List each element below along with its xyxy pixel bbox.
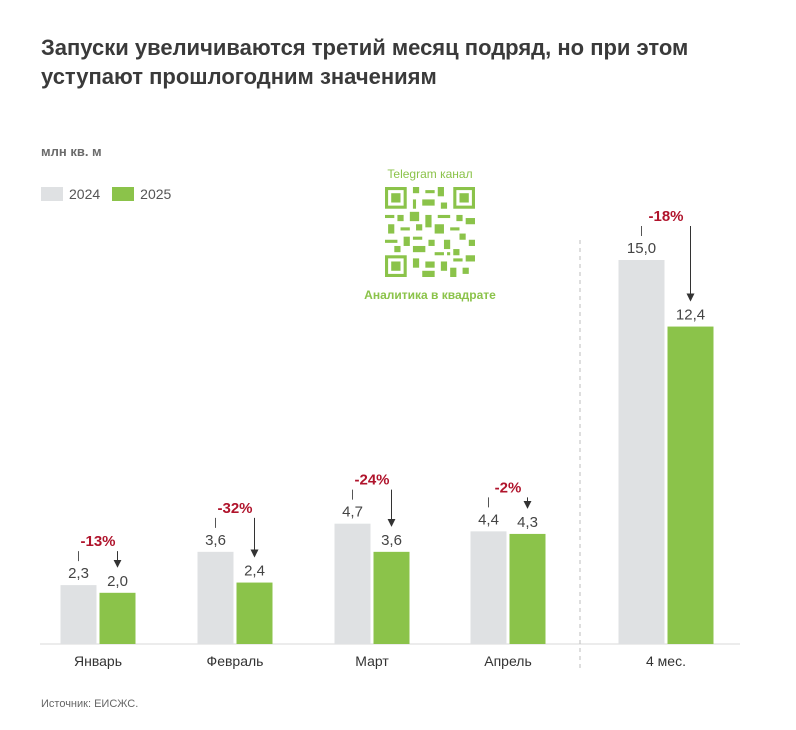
bar-2025-4 (667, 326, 714, 644)
value-label-2024-0: 2,3 (68, 565, 89, 582)
legend-label-2024: 2024 (69, 186, 101, 202)
change-label-1: -32% (217, 500, 252, 517)
watermark-footer: Аналитика в квадрате (364, 288, 496, 302)
legend-swatch-2024 (41, 187, 63, 201)
legend-item-2025: 2025 (112, 186, 171, 202)
source-note: Источник: ЕИСЖС. (41, 698, 139, 710)
change-label-2: -24% (354, 472, 389, 489)
bar-2024-3 (470, 531, 507, 644)
category-label-1: Февраль (207, 653, 264, 669)
chart-title: Запуски увеличиваются третий месяц подря… (41, 35, 689, 89)
category-label-4: 4 мес. (646, 653, 686, 669)
category-label-3: Апрель (484, 653, 532, 669)
bar-2024-1 (197, 551, 234, 644)
telegram-watermark: Telegram канал Аналитика в квадрате (350, 167, 510, 302)
bar-2025-3 (509, 533, 546, 644)
change-label-4: -18% (648, 208, 683, 225)
legend-item-2024: 2024 (41, 186, 100, 202)
value-label-2024-1: 3,6 (205, 532, 226, 549)
legend-label-2025: 2025 (140, 186, 172, 202)
bar-2025-0 (99, 592, 136, 644)
legend: 2024 2025 (41, 186, 183, 202)
value-label-2024-2: 4,7 (342, 504, 363, 521)
bar-2024-2 (334, 523, 371, 644)
value-label-2025-1: 2,4 (244, 563, 265, 580)
value-label-2025-3: 4,3 (517, 514, 538, 531)
category-label-2: Март (355, 653, 389, 669)
legend-swatch-2025 (112, 187, 135, 201)
value-label-2025-0: 2,0 (107, 573, 128, 590)
value-label-2025-2: 3,6 (381, 532, 402, 549)
bar-2025-1 (236, 582, 273, 644)
bar-2025-2 (373, 551, 410, 644)
unit-label: млн кв. м (41, 144, 102, 159)
qr-code-icon[interactable] (385, 187, 475, 277)
category-label-0: Январь (74, 653, 122, 669)
value-label-2024-4: 15,0 (627, 240, 656, 257)
bar-2024-0 (60, 585, 97, 644)
bar-2024-4 (618, 260, 665, 644)
change-label-0: -13% (80, 533, 115, 550)
value-label-2024-3: 4,4 (478, 511, 499, 528)
value-label-2025-4: 12,4 (676, 307, 705, 324)
watermark-caption: Telegram канал (387, 167, 473, 181)
change-label-3: -2% (495, 479, 522, 496)
